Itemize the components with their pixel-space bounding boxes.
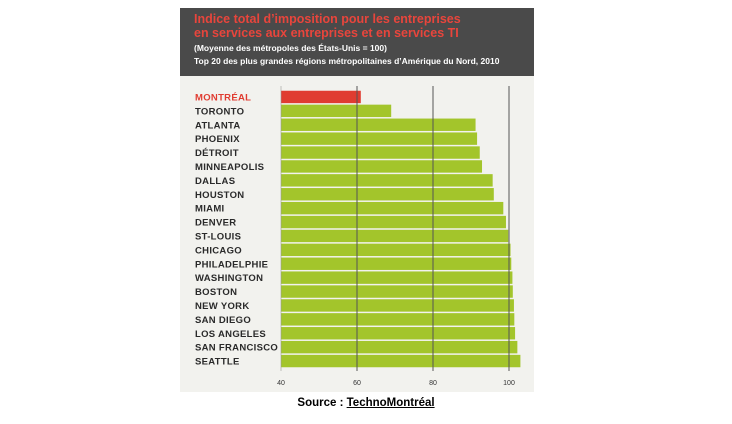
category-label-12: PHILADELPHIE bbox=[195, 259, 268, 270]
category-label-2: ATLANTA bbox=[195, 120, 241, 131]
category-label-16: SAN DIEGO bbox=[195, 315, 251, 326]
category-label-11: CHICAGO bbox=[195, 245, 242, 256]
bar-chart: MONTRÉAL TORONTO ATLANTA PHOENIX DÉTROIT MINN… bbox=[195, 86, 521, 387]
category-label-13: WASHINGTON bbox=[195, 273, 263, 284]
category-label-15: NEW YORK bbox=[195, 301, 249, 312]
category-label-14: BOSTON bbox=[195, 287, 237, 298]
bar-9 bbox=[281, 215, 506, 229]
chart-subtitle-line-2: Top 20 des plus grandes régions métropol… bbox=[194, 56, 500, 66]
chart-title-line-2: en services aux entreprises et en servic… bbox=[194, 26, 459, 40]
bar-17 bbox=[281, 327, 516, 340]
bar-1 bbox=[281, 104, 392, 118]
chart-subtitle-line-1: (Moyenne des métropoles des États-Unis =… bbox=[194, 43, 387, 53]
category-label-3: PHOENIX bbox=[195, 134, 240, 145]
bar-2 bbox=[281, 118, 476, 131]
x-tick-label-100: 100 bbox=[503, 380, 515, 387]
category-label-17: LOS ANGELES bbox=[195, 329, 266, 340]
chart-header: Indice total d’imposition pour les entre… bbox=[180, 8, 534, 76]
category-label-10: ST-LOUIS bbox=[195, 231, 241, 242]
category-label-18: SAN FRANCISCO bbox=[195, 343, 278, 354]
category-label-4: DÉTROIT bbox=[195, 148, 239, 159]
bar-4 bbox=[281, 146, 480, 159]
bar-15 bbox=[281, 299, 514, 312]
bar-13 bbox=[281, 271, 513, 284]
bar-11 bbox=[281, 243, 511, 257]
chart-title-line-1: Indice total d’imposition pour les entre… bbox=[194, 12, 461, 26]
category-label-5: MINNEAPOLIS bbox=[195, 162, 264, 173]
category-label-19: SEATTLE bbox=[195, 357, 240, 368]
bar-0 bbox=[281, 90, 361, 104]
bar-16 bbox=[281, 313, 515, 326]
bar-10 bbox=[281, 229, 509, 243]
category-label-6: DALLAS bbox=[195, 176, 235, 187]
x-tick-label-60: 60 bbox=[353, 380, 361, 387]
bar-14 bbox=[281, 285, 513, 298]
bar-19 bbox=[281, 354, 521, 368]
bar-18 bbox=[281, 340, 518, 354]
bar-3 bbox=[281, 132, 478, 145]
source-caption: Source : TechnoMontréal bbox=[0, 397, 732, 409]
source-prefix: Source : bbox=[297, 397, 347, 409]
category-label-1: TORONTO bbox=[195, 106, 244, 117]
source-name: TechnoMontréal bbox=[346, 397, 435, 409]
category-label-9: DENVER bbox=[195, 218, 236, 229]
bar-7 bbox=[281, 188, 494, 201]
plot-panel: MONTRÉAL TORONTO ATLANTA PHOENIX DÉTROIT MINN… bbox=[180, 76, 534, 392]
category-label-8: MIAMI bbox=[195, 204, 224, 215]
bar-12 bbox=[281, 257, 512, 270]
category-label-7: HOUSTON bbox=[195, 190, 244, 201]
x-tick-label-40: 40 bbox=[277, 380, 285, 387]
x-tick-label-80: 80 bbox=[429, 380, 437, 387]
bar-5 bbox=[281, 160, 483, 173]
category-label-0: MONTRÉAL bbox=[195, 92, 251, 103]
bar-6 bbox=[281, 174, 493, 187]
chart-figure: Indice total d’imposition pour les entre… bbox=[180, 8, 534, 392]
bar-8 bbox=[281, 201, 504, 215]
